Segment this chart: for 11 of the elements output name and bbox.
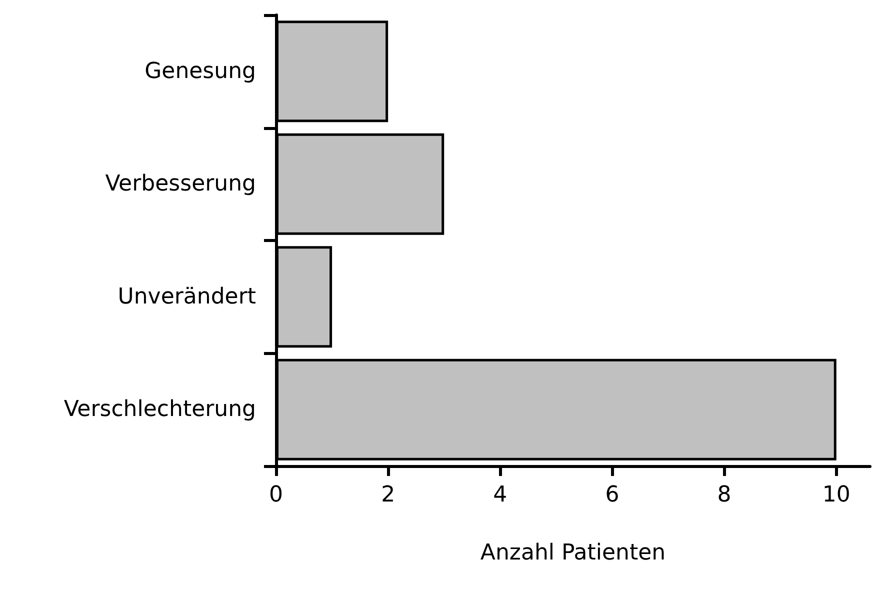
x-axis-title: Anzahl Patienten [480,540,666,566]
y-tick-label: Unverändert [118,284,256,310]
x-tick-label: 10 [822,482,850,508]
x-tick-label: 4 [493,482,508,508]
y-tick-label: Verbesserung [105,172,256,197]
x-tick-label: 8 [717,482,732,508]
x-tick-label: 0 [269,482,283,508]
x-tick-label: 6 [605,482,620,508]
x-tick-label: 2 [381,482,396,508]
y-tick-label: Genesung [144,58,256,84]
y-tick-label: Verschlechterung [64,397,256,422]
